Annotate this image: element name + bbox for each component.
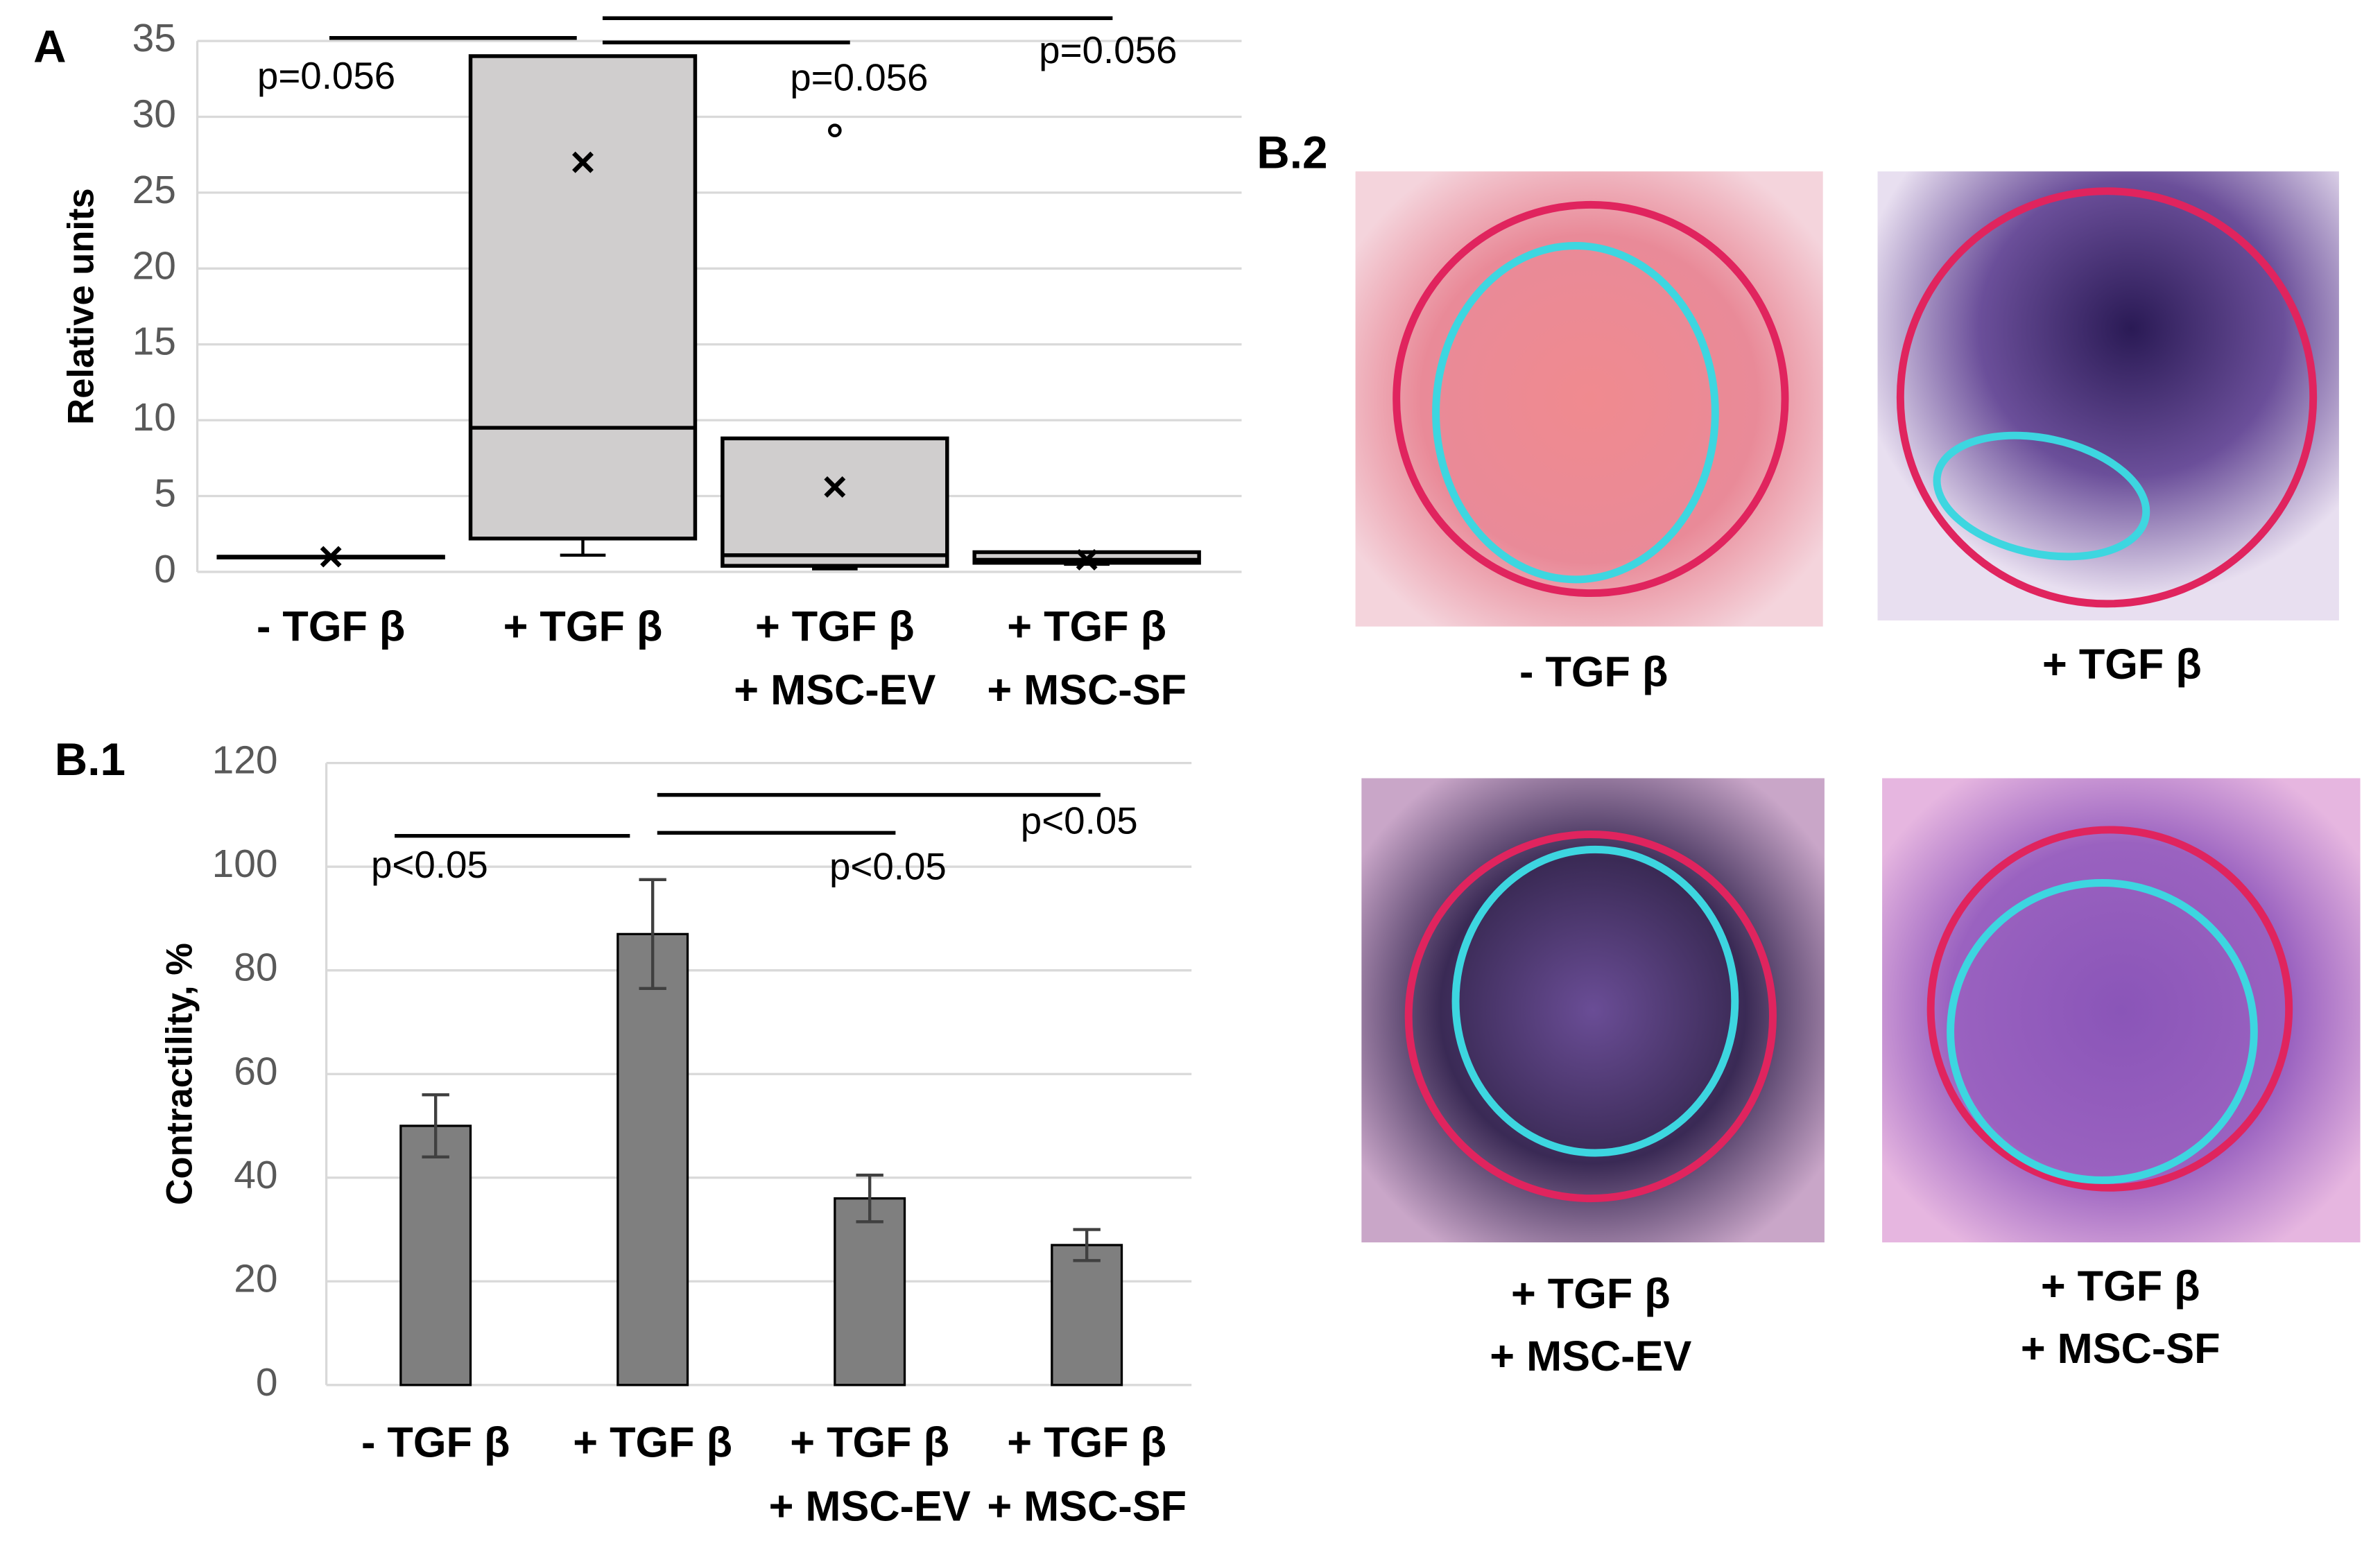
well-outline [1926, 826, 2293, 1192]
mean-marker [1076, 548, 1098, 571]
image-caption: + TGF β [2042, 641, 2202, 688]
x-tick-label: + TGF β [1007, 602, 1166, 650]
x-tick-label: + TGF β [790, 1419, 949, 1466]
x-tick-label: + MSC-SF [987, 666, 1187, 713]
y-tick-label: 60 [234, 1049, 277, 1093]
x-tick-label: + TGF β [1007, 1419, 1166, 1466]
y-tick-label: 80 [234, 946, 277, 990]
well-photo [1882, 778, 2361, 1243]
image-caption: + MSC-EV [1490, 1332, 1691, 1380]
y-tick-label: 20 [132, 243, 176, 288]
x-tick-label: + TGF β [503, 602, 663, 650]
well-outline [1392, 200, 1789, 598]
y-axis-title: Relative units [60, 188, 101, 424]
mean-marker [572, 151, 594, 173]
bar [616, 932, 689, 1387]
x-tick-label: + TGF β [755, 602, 915, 650]
well-outline [1404, 831, 1777, 1203]
mean-marker [320, 546, 342, 568]
p-value-label: p<0.05 [829, 844, 947, 887]
y-tick-label: 0 [154, 547, 176, 591]
well-photo [1877, 171, 2339, 620]
gel-outline [1933, 431, 2150, 561]
y-tick-label: 20 [234, 1256, 277, 1301]
photos [1355, 171, 2361, 1243]
image-caption: - TGF β [1519, 648, 1668, 695]
mean-marker [824, 476, 846, 498]
image-caption: + MSC-SF [2021, 1325, 2221, 1372]
x-tick-label: - TGF β [257, 602, 405, 650]
box [468, 54, 698, 541]
y-tick-label: 10 [132, 395, 176, 440]
p-value-label: p=0.056 [1039, 28, 1177, 71]
y-tick-label: 0 [256, 1360, 278, 1405]
x-tick-label: + MSC-SF [987, 1482, 1187, 1529]
well-outline [1896, 187, 2318, 608]
p-value-label: p=0.056 [790, 55, 928, 98]
y-tick-label: 100 [212, 842, 278, 886]
bar [834, 1197, 906, 1387]
x-tick-label: + TGF β [573, 1419, 732, 1466]
bar [399, 1124, 472, 1387]
y-axis-title: Contractility, % [159, 943, 200, 1205]
y-tick-label: 25 [132, 168, 176, 212]
well-photo [1361, 778, 1825, 1243]
p-value-label: p=0.056 [257, 54, 395, 97]
x-tick-label: - TGF β [361, 1419, 510, 1466]
image-caption: + TGF β [1511, 1270, 1671, 1317]
image-caption: + TGF β [2041, 1262, 2200, 1310]
box [721, 436, 949, 568]
x-tick-label: + MSC-EV [769, 1482, 971, 1529]
well-photo [1355, 171, 1823, 627]
y-tick-label: 15 [132, 320, 176, 364]
x-tick-label: + MSC-EV [734, 666, 935, 713]
panel-label: A [33, 21, 66, 72]
p-value-label: p<0.05 [371, 843, 488, 886]
gel-outline [1451, 845, 1739, 1157]
y-tick-label: 40 [234, 1153, 277, 1197]
bar [1051, 1244, 1123, 1387]
panel-label: B.1 [55, 734, 126, 785]
gel-outline [1432, 242, 1719, 584]
gel-outline [1947, 879, 2258, 1184]
y-tick-label: 30 [132, 92, 176, 137]
p-value-label: p<0.05 [1021, 799, 1138, 842]
y-tick-label: 120 [212, 738, 278, 783]
y-tick-label: 5 [154, 471, 176, 516]
y-tick-label: 35 [132, 16, 176, 60]
panel-label: B.2 [1257, 128, 1327, 178]
outlier [827, 123, 842, 138]
